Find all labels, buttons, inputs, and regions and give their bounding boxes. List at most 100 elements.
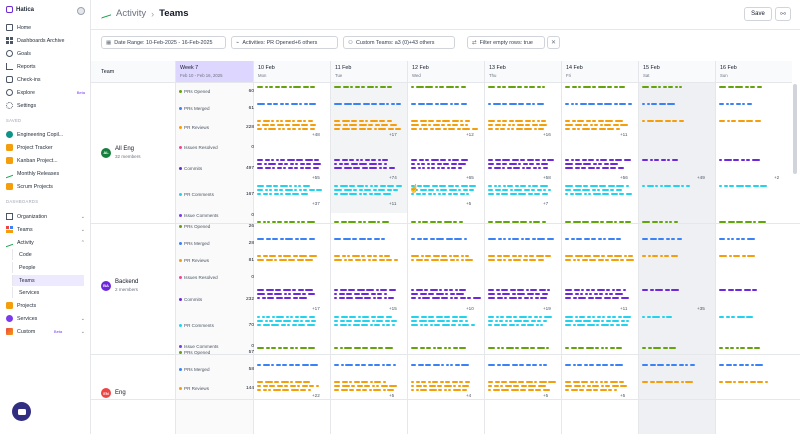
activity-event-bar[interactable]	[371, 320, 375, 322]
activity-event-bar[interactable]	[494, 128, 499, 130]
activity-event-bar[interactable]	[355, 159, 359, 161]
activity-event-bar[interactable]	[366, 255, 372, 257]
activity-event-bar[interactable]	[375, 86, 378, 88]
activity-event-bar[interactable]	[614, 293, 623, 295]
activity-event-bar[interactable]	[600, 324, 609, 326]
activity-event-bar[interactable]	[446, 320, 450, 322]
activity-event-bar[interactable]	[565, 167, 573, 169]
activity-cell[interactable]	[719, 117, 788, 139]
activity-event-bar[interactable]	[428, 120, 434, 122]
activity-cell[interactable]	[257, 344, 326, 361]
activity-event-bar[interactable]	[719, 316, 724, 318]
activity-event-bar[interactable]	[279, 189, 283, 191]
activity-event-bar[interactable]	[418, 128, 422, 130]
activity-event-bar[interactable]	[719, 347, 723, 349]
activity-event-bar[interactable]	[664, 381, 673, 383]
activity-event-bar[interactable]	[334, 221, 339, 223]
activity-event-bar[interactable]	[420, 389, 427, 391]
activity-event-bar[interactable]	[729, 185, 734, 187]
activity-event-bar[interactable]	[449, 259, 455, 261]
activity-event-bar[interactable]	[494, 221, 502, 223]
activity-event-bar[interactable]	[525, 124, 530, 126]
activity-event-bar[interactable]	[597, 120, 604, 122]
activity-event-bar[interactable]	[367, 259, 371, 261]
activity-event-bar[interactable]	[388, 297, 394, 299]
activity-event-bar[interactable]	[343, 259, 347, 261]
activity-event-bar[interactable]	[496, 293, 501, 295]
activity-event-bar[interactable]	[280, 159, 285, 161]
activity-event-bar[interactable]	[662, 86, 667, 88]
activity-event-bar[interactable]	[334, 167, 342, 169]
activity-cell[interactable]	[565, 100, 634, 117]
activity-event-bar[interactable]	[583, 163, 591, 165]
activity-event-bar[interactable]	[308, 238, 315, 240]
activity-cell[interactable]: +5	[488, 378, 557, 400]
activity-event-bar[interactable]	[282, 289, 291, 291]
chevron-down-icon[interactable]: ⌄	[80, 226, 85, 233]
activity-event-bar[interactable]	[439, 86, 444, 88]
activity-event-bar[interactable]	[382, 159, 388, 161]
activity-cell[interactable]	[257, 361, 326, 378]
activity-event-bar[interactable]	[411, 389, 414, 391]
activity-event-bar[interactable]	[349, 159, 354, 161]
activity-event-bar[interactable]	[378, 255, 383, 257]
activity-event-bar[interactable]	[458, 221, 463, 223]
activity-event-bar[interactable]	[745, 381, 748, 383]
activity-event-bar[interactable]	[620, 124, 628, 126]
activity-event-bar[interactable]	[382, 389, 386, 391]
activity-event-bar[interactable]	[725, 364, 732, 366]
activity-event-bar[interactable]	[745, 364, 749, 366]
activity-event-bar[interactable]	[451, 324, 456, 326]
activity-event-bar[interactable]	[625, 185, 629, 187]
activity-event-bar[interactable]	[664, 221, 668, 223]
activity-event-bar[interactable]	[464, 320, 468, 322]
activity-event-bar[interactable]	[570, 389, 578, 391]
activity-event-bar[interactable]	[660, 159, 666, 161]
activity-event-bar[interactable]	[533, 316, 538, 318]
activity-event-bar[interactable]	[488, 103, 491, 105]
activity-event-bar[interactable]	[616, 289, 621, 291]
activity-event-bar[interactable]	[589, 259, 596, 261]
activity-event-bar[interactable]	[646, 120, 654, 122]
activity-event-bar[interactable]	[609, 347, 615, 349]
activity-event-bar[interactable]	[533, 128, 537, 130]
overflow-count[interactable]: +10	[466, 306, 474, 311]
activity-event-bar[interactable]	[540, 297, 547, 299]
activity-event-bar[interactable]	[719, 86, 726, 88]
activity-event-bar[interactable]	[583, 124, 588, 126]
activity-event-bar[interactable]	[537, 238, 545, 240]
activity-event-bar[interactable]	[585, 389, 592, 391]
activity-event-bar[interactable]	[496, 297, 503, 299]
activity-event-bar[interactable]	[312, 167, 319, 169]
activity-event-bar[interactable]	[500, 316, 504, 318]
activity-event-bar[interactable]	[736, 316, 745, 318]
activity-event-bar[interactable]	[262, 193, 268, 195]
activity-event-bar[interactable]	[296, 159, 303, 161]
activity-event-bar[interactable]	[289, 347, 294, 349]
activity-event-bar[interactable]	[625, 221, 631, 223]
activity-event-bar[interactable]	[298, 185, 301, 187]
activity-event-bar[interactable]	[362, 389, 367, 391]
activity-event-bar[interactable]	[387, 185, 394, 187]
activity-event-bar[interactable]	[364, 297, 371, 299]
activity-event-bar[interactable]	[488, 120, 495, 122]
activity-event-bar[interactable]	[387, 389, 394, 391]
activity-event-bar[interactable]	[747, 255, 755, 257]
activity-event-bar[interactable]	[727, 221, 735, 223]
activity-event-bar[interactable]	[671, 238, 675, 240]
activity-event-bar[interactable]	[340, 389, 348, 391]
activity-event-bar[interactable]	[542, 167, 548, 169]
activity-event-bar[interactable]	[504, 385, 512, 387]
activity-event-bar[interactable]	[464, 120, 470, 122]
activity-event-bar[interactable]	[286, 128, 291, 130]
activity-event-bar[interactable]	[505, 316, 512, 318]
activity-event-bar[interactable]	[618, 221, 624, 223]
activity-event-bar[interactable]	[427, 193, 432, 195]
activity-event-bar[interactable]	[288, 259, 295, 261]
overflow-count[interactable]: +65	[466, 175, 474, 180]
activity-event-bar[interactable]	[378, 167, 382, 169]
activity-event-bar[interactable]	[284, 120, 291, 122]
activity-event-bar[interactable]	[735, 347, 739, 349]
activity-event-bar[interactable]	[542, 86, 545, 88]
activity-event-bar[interactable]	[615, 324, 620, 326]
